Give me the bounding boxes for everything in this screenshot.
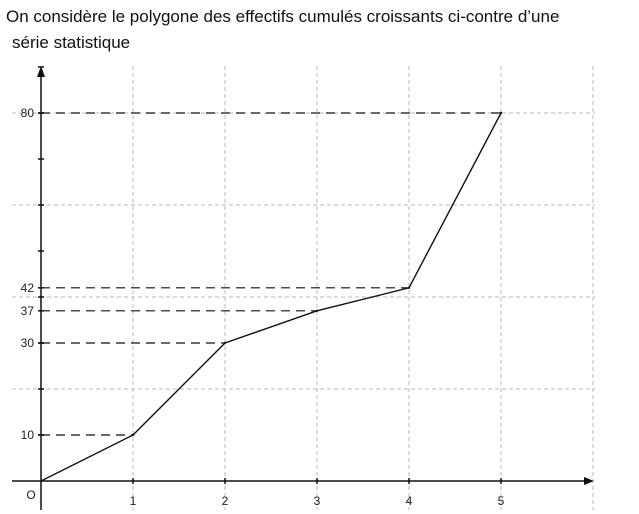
data-point-5 [499,111,503,115]
intro-line-1: On considère le polygone des effectifs c… [6,7,560,26]
x-tick-label-2: 2 [222,494,229,508]
series-layer [39,111,503,483]
intro-text: On considère le polygone des effectifs c… [6,4,626,56]
series-line [40,112,502,482]
origin-label: O [26,488,35,502]
y-tick-label-30: 30 [21,336,35,350]
dashed-guides [41,112,501,436]
tick-labels: 10 30 37 42 80 1 2 3 4 5 O [21,106,505,508]
x-axis-arrow [584,477,594,485]
data-point-1 [131,433,135,437]
x-tick-label-4: 4 [406,494,413,508]
intro-line-2: série statistique [12,33,131,52]
x-tick-label-5: 5 [498,494,505,508]
data-point-4 [407,286,411,289]
axes [12,66,594,510]
data-point-2 [223,341,227,345]
y-tick-label-10: 10 [21,428,35,442]
y-tick-label-42: 42 [21,281,35,295]
x-tick-label-3: 3 [314,494,321,508]
y-axis-arrow [37,66,45,77]
y-tick-label-37: 37 [21,304,35,318]
data-point-0 [39,479,43,483]
data-point-3 [315,309,319,312]
y-tick-label-80: 80 [21,106,35,120]
x-tick-label-1: 1 [130,494,137,508]
